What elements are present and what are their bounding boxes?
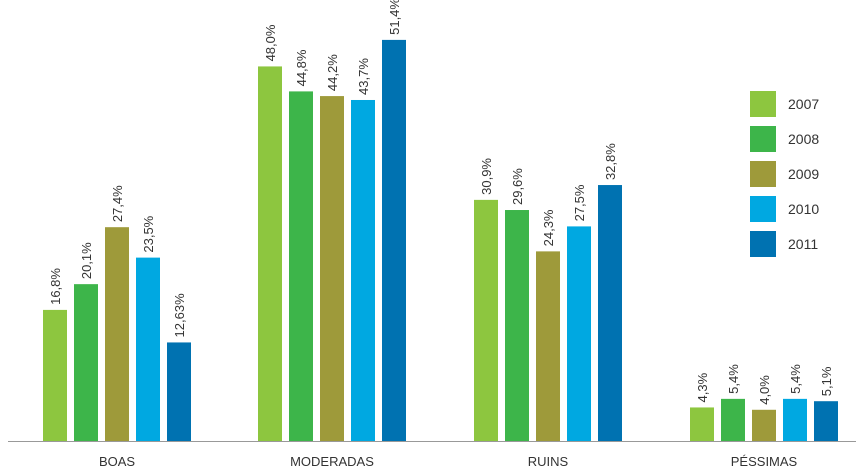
- data-label-ruins-2010: 27,5%: [572, 184, 587, 221]
- category-labels: BOAS MODERADAS RUINS PÉSSIMAS: [99, 454, 798, 469]
- bar-péssimas-2010: [783, 398, 807, 441]
- data-label-boas-2007: 16,8%: [48, 268, 63, 305]
- data-label-moderadas-2010: 43,7%: [356, 58, 371, 95]
- bar-péssimas-2008: [721, 398, 745, 441]
- legend: 2007 2008 2009 2010 2011: [750, 91, 819, 257]
- data-label-moderadas-2008: 44,8%: [294, 49, 309, 86]
- bar-ruins-2011: [598, 185, 622, 441]
- bar-boas-2011: [167, 342, 191, 441]
- category-label-ruins: RUINS: [528, 454, 569, 469]
- data-label-boas-2008: 20,1%: [79, 242, 94, 279]
- data-label-péssimas-2010: 5,4%: [788, 364, 803, 394]
- category-label-boas: BOAS: [99, 454, 135, 469]
- bar-boas-2010: [136, 257, 160, 441]
- bar-boas-2007: [43, 309, 67, 441]
- bar-boas-2009: [105, 227, 129, 441]
- category-label-moderadas: MODERADAS: [290, 454, 374, 469]
- legend-label-2009: 2009: [788, 166, 819, 182]
- data-label-péssimas-2009: 4,0%: [757, 375, 772, 405]
- bars-group: 16,8% 48,0% 30,9% 4,3% 20,1% 44,8% 29,6% 5,4% 27…: [43, 0, 838, 442]
- data-label-péssimas-2011: 5,1%: [819, 366, 834, 396]
- legend-label-2008: 2008: [788, 131, 819, 147]
- data-label-moderadas-2011: 51,4%: [387, 0, 402, 35]
- bar-moderadas-2010: [351, 99, 375, 442]
- bar-ruins-2010: [567, 226, 591, 441]
- data-label-moderadas-2007: 48,0%: [263, 24, 278, 61]
- data-label-boas-2010: 23,5%: [141, 215, 156, 252]
- bar-ruins-2007: [474, 199, 498, 441]
- bar-ruins-2009: [536, 251, 560, 441]
- bar-moderadas-2009: [320, 96, 344, 441]
- legend-swatch-2008: [750, 126, 776, 152]
- bar-boas-2008: [74, 284, 98, 441]
- legend-label-2011: 2011: [788, 236, 818, 252]
- data-label-ruins-2008: 29,6%: [510, 168, 525, 205]
- legend-swatch-2010: [750, 196, 776, 222]
- bar-moderadas-2008: [289, 91, 313, 442]
- bar-péssimas-2007: [690, 407, 714, 441]
- data-label-moderadas-2009: 44,2%: [325, 54, 340, 91]
- data-label-ruins-2007: 30,9%: [479, 158, 494, 195]
- bar-moderadas-2011: [382, 39, 406, 442]
- data-label-péssimas-2008: 5,4%: [726, 364, 741, 394]
- bar-péssimas-2011: [814, 401, 838, 441]
- data-label-péssimas-2007: 4,3%: [695, 372, 710, 402]
- bar-ruins-2008: [505, 210, 529, 441]
- legend-swatch-2011: [750, 231, 776, 257]
- legend-swatch-2009: [750, 161, 776, 187]
- bar-moderadas-2007: [258, 66, 282, 441]
- data-label-boas-2011: 12,63%: [172, 293, 187, 338]
- legend-label-2007: 2007: [788, 96, 819, 112]
- data-label-ruins-2011: 32,8%: [603, 143, 618, 180]
- legend-swatch-2007: [750, 91, 776, 117]
- bar-péssimas-2009: [752, 409, 776, 441]
- data-label-ruins-2009: 24,3%: [541, 209, 556, 246]
- data-label-boas-2009: 27,4%: [110, 185, 125, 222]
- category-label-péssimas: PÉSSIMAS: [731, 454, 798, 469]
- legend-label-2010: 2010: [788, 201, 819, 217]
